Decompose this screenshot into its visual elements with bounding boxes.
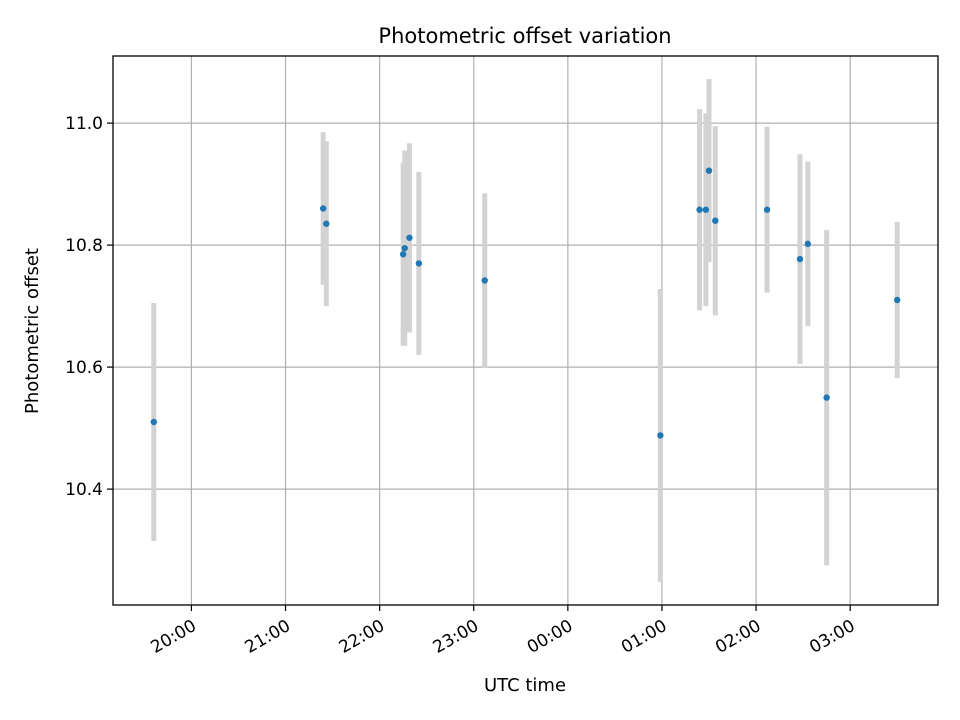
- x-axis-label: UTC time: [484, 675, 566, 696]
- y-tick-label: 11.0: [65, 114, 103, 134]
- y-tick-label: 10.6: [65, 358, 103, 378]
- x-tick-label: 02:00: [712, 616, 764, 658]
- grid: [113, 56, 938, 605]
- plot-frame: [112, 55, 939, 606]
- data-point: [696, 206, 703, 213]
- data-point: [894, 296, 901, 304]
- chart-title: Photometric offset variation: [378, 24, 671, 48]
- data-point: [150, 418, 157, 426]
- data-point: [481, 277, 488, 284]
- x-tick-label: 21:00: [242, 616, 294, 658]
- x-axis-ticks: 20:00 21:00 22:00 23:00 00:00 01:00 02:00 03:00: [147, 605, 859, 658]
- data-point: [705, 167, 713, 174]
- data-point: [763, 206, 771, 213]
- data-point: [804, 240, 812, 248]
- error-bars: [151, 79, 900, 582]
- x-tick-label: 03:00: [806, 616, 858, 658]
- data-point: [657, 432, 664, 439]
- y-tick-label: 10.4: [65, 480, 103, 500]
- y-axis-label: Photometric offset: [22, 248, 43, 414]
- data-point: [319, 205, 327, 212]
- data-point: [796, 255, 804, 263]
- data-point: [712, 217, 719, 224]
- x-tick-label: 22:00: [336, 616, 388, 658]
- x-tick-label: 20:00: [147, 616, 199, 658]
- data-points: [150, 167, 901, 439]
- data-point: [323, 220, 330, 227]
- y-tick-label: 10.8: [65, 236, 103, 256]
- y-axis-ticks: 10.4 10.6 10.8 11.0: [65, 114, 113, 500]
- data-point: [401, 244, 408, 252]
- data-point: [823, 394, 830, 401]
- x-tick-label: 01:00: [618, 616, 670, 658]
- data-point: [399, 251, 407, 258]
- x-tick-label: 00:00: [524, 616, 576, 658]
- x-tick-label: 23:00: [430, 616, 482, 658]
- data-point: [406, 234, 413, 241]
- data-point: [702, 206, 710, 213]
- data-point: [415, 260, 423, 267]
